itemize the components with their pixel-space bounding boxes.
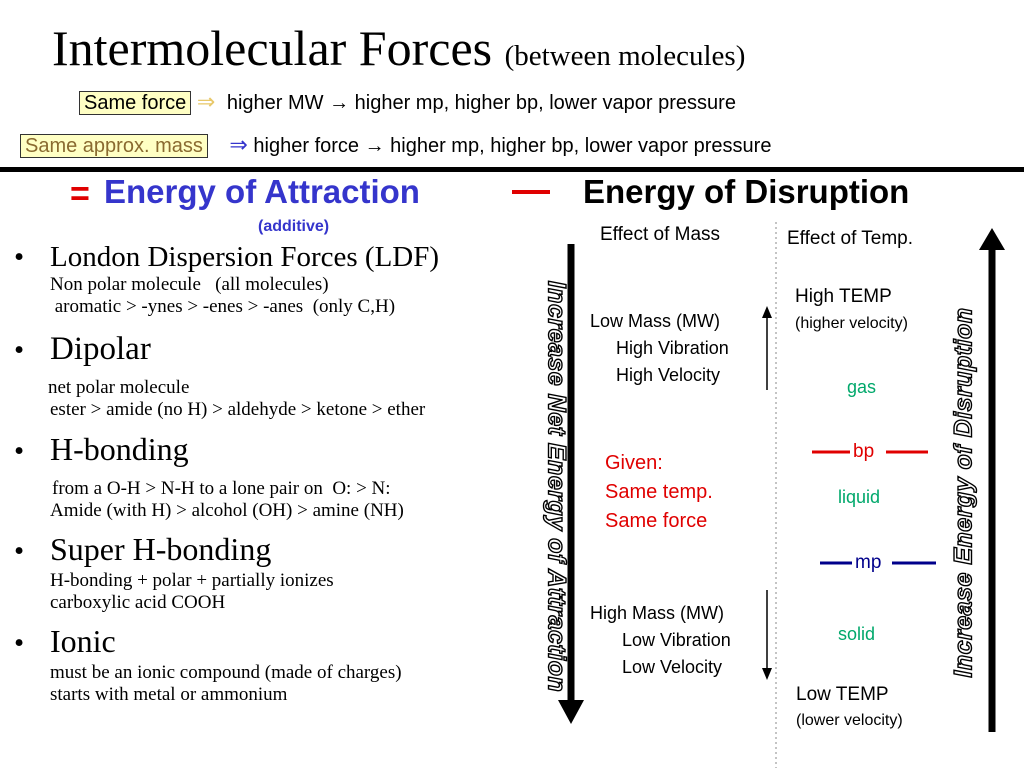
high-mass-line: High Mass (MW) [590, 603, 724, 623]
force-name: Dipolar [50, 331, 151, 367]
vertical-disruption-label: Increase Energy of Disruption [949, 307, 978, 679]
force-name: Super H-bonding [50, 531, 272, 567]
low-mass-block: Low Mass (MW) High Vibration High Veloci… [590, 308, 729, 389]
force-detail: Non polar molecule (all molecules) [50, 274, 329, 295]
disruption-arrow-head [979, 228, 1005, 250]
low-temp-label: Low TEMP [796, 684, 889, 705]
equation-equals: = [70, 175, 90, 213]
rule-same-force: Same force ⇒ higher MW → higher mp, high… [79, 89, 736, 116]
bullet: • [14, 241, 25, 273]
bp-label: bp [853, 441, 875, 462]
force-detail: Amide (with H) > alcohol (OH) > amine (N… [50, 500, 404, 521]
force-detail: starts with metal or ammonium [50, 684, 288, 705]
implies-arrow-2: ⇒ [229, 132, 248, 157]
given-line: Given: [605, 452, 663, 474]
high-mass-line: Low Vibration [622, 630, 731, 650]
equation-dash [512, 190, 550, 194]
energy-disruption: Energy of Disruption [583, 173, 910, 210]
mp-label: mp [855, 552, 882, 573]
low-mass-line: High Vibration [616, 338, 729, 358]
low-mass-line: Low Mass (MW) [590, 311, 720, 331]
high-temp-label: High TEMP [795, 286, 892, 307]
force-name: London Dispersion Forces (LDF) [50, 241, 440, 273]
given-line: Same force [605, 510, 708, 532]
temp-header: Effect of Temp. [787, 228, 914, 249]
small-up-arrow-head [762, 306, 772, 318]
bullet: • [14, 535, 25, 567]
force-detail: H-bonding + polar + partially ionizes [50, 570, 334, 591]
solid-label: solid [838, 624, 876, 644]
given-line: Same temp. [605, 481, 713, 503]
force-name: H-bonding [50, 431, 189, 467]
high-mass-block: High Mass (MW) Low Vibration Low Velocit… [590, 600, 731, 681]
high-mass-line: Low Velocity [622, 657, 723, 677]
page-title: Intermolecular Forces (between molecules… [52, 18, 745, 86]
bullet: • [14, 435, 25, 467]
force-item-hbonding: • H-bonding from a O-H > N-H to a lone pa… [14, 430, 404, 522]
low-temp-sub: (lower velocity) [796, 712, 903, 729]
force-detail: aromatic > -ynes > -enes > -anes (only C… [50, 296, 396, 317]
divider-line [0, 167, 1024, 172]
energy-attraction: Energy of Attraction [104, 173, 420, 210]
bullet: • [14, 334, 25, 366]
gas-label: gas [847, 377, 877, 397]
rule-same-mass: Same approx. mass ⇒ higher force → highe… [20, 132, 771, 159]
title-sub: (between molecules) [504, 40, 746, 72]
low-mass-line: High Velocity [616, 365, 721, 385]
mass-header: Effect of Mass [600, 224, 721, 245]
force-detail: net polar molecule [48, 377, 190, 398]
implies-arrow: ⇒ [196, 89, 216, 114]
force-name: Ionic [50, 623, 116, 659]
force-detail: from a O-H > N-H to a lone pair on O: > … [52, 478, 391, 499]
force-item-super-hbonding: • Super H-bonding H-bonding + polar + par… [14, 530, 334, 614]
force-item-dipolar: • Dipolar net polar molecule ester > amid… [14, 330, 425, 421]
title-main: Intermolecular Forces [52, 20, 493, 76]
high-temp-sub: (higher velocity) [795, 315, 908, 332]
liquid-label: liquid [838, 487, 881, 507]
given-block: Given: Same temp. Same force [605, 449, 713, 536]
vertical-attraction-label: Increase Net Energy of Attraction [542, 280, 571, 693]
force-item-ldf: • London Dispersion Forces (LDF) Non pola… [14, 240, 439, 318]
rule2-text: higher force → higher mp, higher bp, low… [253, 135, 772, 157]
small-down-arrow-head [762, 668, 772, 680]
force-item-ionic: • Ionic must be an ionic compound (made o… [14, 622, 402, 706]
force-detail: ester > amide (no H) > aldehyde > ketone… [50, 399, 426, 420]
bullet: • [14, 627, 25, 659]
same-force-box: Same force [79, 91, 192, 115]
force-detail: must be an ionic compound (made of charg… [50, 662, 402, 683]
additive-label: (additive) [258, 218, 330, 235]
rule1-text: higher MW → higher mp, higher bp, lower … [226, 92, 736, 114]
same-mass-box: Same approx. mass [20, 134, 208, 158]
force-detail: carboxylic acid COOH [50, 592, 226, 613]
